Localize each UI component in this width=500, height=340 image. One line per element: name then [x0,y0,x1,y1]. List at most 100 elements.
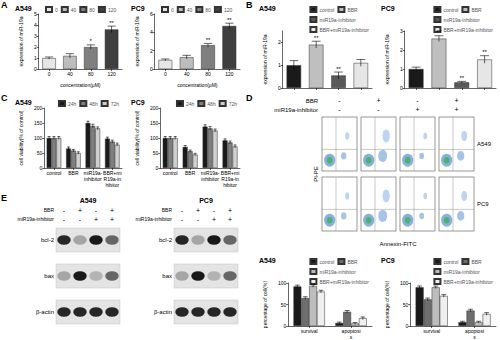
svg-text:0: 0 [48,71,51,77]
svg-text:1: 1 [278,62,281,68]
svg-text:40: 40 [67,71,73,77]
svg-text:hibitor: hibitor [223,182,237,188]
svg-text:control: control [319,7,334,13]
svg-text:+: + [110,216,114,223]
svg-text:3: 3 [400,28,403,34]
svg-text:-: - [95,207,98,214]
svg-text:cell viability(% of control): cell viability(% of control) [134,110,140,165]
svg-text:50: 50 [281,302,287,308]
svg-text:-: - [377,106,380,113]
svg-text:4: 4 [150,29,153,35]
svg-text:3: 3 [34,33,37,39]
svg-text:miR19a-inhibitor: miR19a-inhibitor [18,216,55,222]
svg-text:BBR: BBR [471,7,482,13]
svg-text:**: ** [314,35,319,41]
svg-text:**: ** [109,20,114,26]
svg-text:120: 120 [224,7,233,13]
svg-text:**: ** [482,49,487,55]
svg-text:2: 2 [278,39,281,45]
svg-text:**: ** [227,17,232,23]
svg-text:100: 100 [150,135,159,141]
svg-text:2: 2 [400,47,403,53]
svg-text:control: control [46,170,61,176]
svg-text:150: 150 [150,120,159,126]
svg-text:0: 0 [171,7,174,13]
svg-text:PC9: PC9 [131,5,145,12]
svg-text:cell viability(% of control): cell viability(% of control) [18,110,24,165]
svg-text:bax: bax [44,273,54,279]
svg-text:50: 50 [153,150,159,156]
svg-text:miR19a-inhibitor: miR19a-inhibitor [319,17,356,23]
svg-text:BBR+miR19a-inhibitor: BBR+miR19a-inhibitor [443,279,493,285]
svg-text:80: 80 [205,7,211,13]
svg-text:control: control [443,7,458,13]
svg-text:6: 6 [150,11,153,17]
svg-text:-: - [338,97,341,104]
svg-text:+: + [376,97,380,104]
svg-text:inhibitor: inhibitor [84,176,102,182]
svg-text:concentration(μM): concentration(μM) [60,82,101,88]
svg-text:0: 0 [400,85,403,91]
svg-text:bcl-2: bcl-2 [159,237,173,243]
svg-text:miR19a-inhibitor: miR19a-inhibitor [443,269,480,275]
svg-text:0: 0 [34,66,37,72]
svg-text:survival: survival [301,328,318,334]
svg-text:1: 1 [400,66,403,72]
svg-text:expression of miR-19a: expression of miR-19a [384,34,390,84]
svg-text:50: 50 [403,302,409,308]
svg-text:-: - [213,207,216,214]
svg-text:A549: A549 [80,197,97,204]
svg-text:24h: 24h [68,101,77,107]
svg-text:A: A [1,0,8,10]
svg-text:**: ** [206,37,211,43]
svg-text:80: 80 [89,7,95,13]
svg-text:A549: A549 [259,257,276,264]
svg-text:*: * [90,38,93,44]
svg-text:+: + [110,207,114,214]
svg-text:BBR: BBR [471,259,482,265]
svg-text:expression of miR-19a: expression of miR-19a [262,34,268,84]
svg-text:BBR: BBR [306,98,319,104]
svg-text:**: ** [336,66,341,72]
svg-text:+: + [228,207,232,214]
svg-text:150: 150 [34,120,43,126]
svg-text:0: 0 [278,85,281,91]
svg-text:D: D [246,93,253,103]
svg-text:PI-PE: PI-PE [313,166,319,182]
svg-text:2: 2 [34,44,37,50]
svg-text:120: 120 [107,71,116,77]
svg-text:0: 0 [150,66,153,72]
svg-text:bax: bax [162,273,172,279]
svg-text:control: control [319,259,334,265]
svg-text:bcl-2: bcl-2 [41,237,55,243]
svg-text:Annexin-FITC: Annexin-FITC [379,241,417,247]
svg-text:A549: A549 [259,5,276,12]
svg-text:**: ** [459,75,464,81]
svg-text:PC9: PC9 [381,5,395,12]
svg-text:80: 80 [88,71,94,77]
svg-text:120: 120 [108,7,117,13]
svg-text:-: - [79,216,82,223]
svg-text:PC9: PC9 [477,201,489,207]
svg-text:inhibitor: inhibitor [201,176,219,182]
svg-text:100: 100 [278,280,287,286]
svg-text:-: - [416,97,419,104]
svg-text:-: - [338,106,341,113]
svg-text:miR19a-inhibitor: miR19a-inhibitor [319,269,356,275]
svg-text:E: E [1,193,7,203]
svg-text:-: - [197,216,200,223]
svg-text:200: 200 [150,105,159,111]
svg-text:1: 1 [34,55,37,61]
svg-text:-: - [63,216,66,223]
svg-text:miR19a-inhibitor: miR19a-inhibitor [136,216,173,222]
svg-text:48h: 48h [207,101,216,107]
svg-text:-: - [63,207,66,214]
svg-text:s: s [350,334,353,340]
svg-text:80: 80 [205,71,211,77]
svg-text:BBR: BBR [68,170,79,176]
svg-text:BBR+miR19a-inhibitor: BBR+miR19a-inhibitor [319,27,369,33]
svg-text:percentage of cell(%): percentage of cell(%) [262,281,268,329]
svg-text:PC9: PC9 [131,99,145,106]
svg-text:control: control [443,259,458,265]
svg-text:0: 0 [405,323,408,329]
